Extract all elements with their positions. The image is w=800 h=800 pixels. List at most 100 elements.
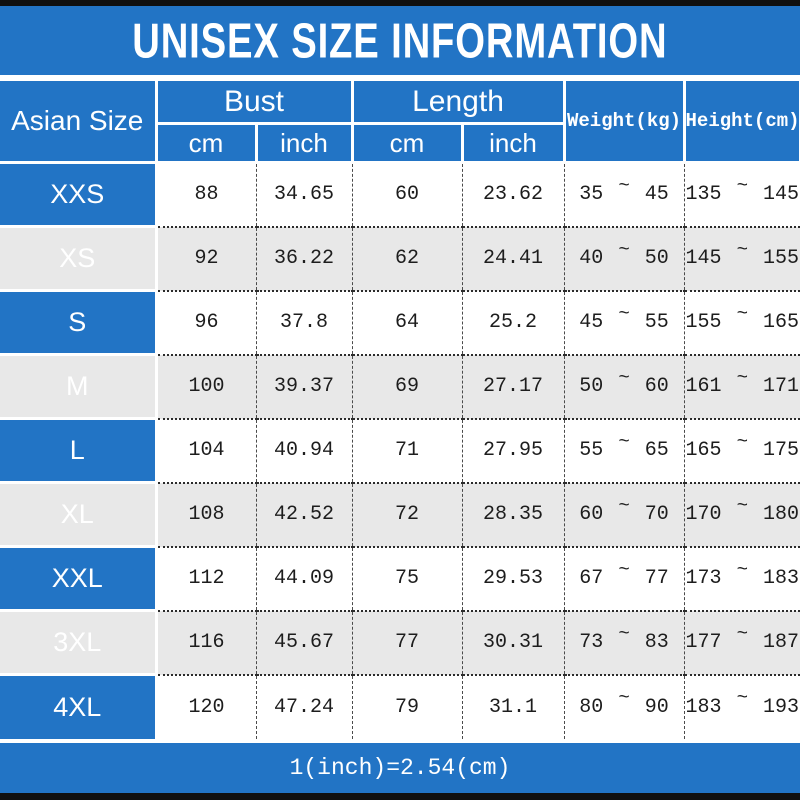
height-min: 155 <box>685 311 722 335</box>
size-label: S <box>0 289 158 355</box>
height-range: 155 ~ 165 <box>683 289 800 355</box>
weight-max: 65 <box>644 439 669 463</box>
bust-inch-value: 40.94 <box>255 417 352 483</box>
weight-range: 67 ~ 77 <box>563 545 685 611</box>
bust-inch-value: 47.24 <box>255 673 352 739</box>
weight-range: 50 ~ 60 <box>563 353 685 419</box>
range-tilde: ~ <box>736 687 748 710</box>
range-tilde: ~ <box>736 366 748 389</box>
weight-max: 45 <box>644 183 669 207</box>
table-row-s: S 96 37.8 64 25.2 45 ~ 55 155 ~ 165 <box>0 289 800 355</box>
col-header-weight: Weight(kg) <box>562 78 686 164</box>
height-range: 135 ~ 145 <box>683 162 800 227</box>
length-inch-value: 25.2 <box>461 289 565 355</box>
size-label: 4XL <box>0 673 158 739</box>
weight-max: 90 <box>644 695 669 719</box>
top-frame-bar <box>0 0 800 6</box>
weight-max: 70 <box>644 503 669 527</box>
footer-band: 1(inch)=2.54(cm) <box>0 743 800 793</box>
col-header-bust: Bust <box>154 78 354 125</box>
range-tilde: ~ <box>618 238 630 261</box>
height-range: 183 ~ 193 <box>683 673 800 739</box>
table-row-3xl: 3XL 116 45.67 77 30.31 73 ~ 83 177 ~ 187 <box>0 609 800 675</box>
range-tilde: ~ <box>736 430 748 453</box>
bust-cm-value: 112 <box>155 545 256 611</box>
length-cm-value: 72 <box>351 481 462 547</box>
weight-range: 35 ~ 45 <box>563 162 685 227</box>
weight-range: 55 ~ 65 <box>563 417 685 483</box>
col-header-length: Length <box>350 78 566 125</box>
table-row-xl: XL 108 42.52 72 28.35 60 ~ 70 170 ~ 180 <box>0 481 800 547</box>
length-inch-value: 30.31 <box>461 609 565 675</box>
height-max: 183 <box>762 567 799 591</box>
col-header-height: Height(cm) <box>682 78 800 164</box>
size-table: Asian Size Bust Length Weight(kg) Height… <box>0 78 800 739</box>
weight-max: 77 <box>644 567 669 591</box>
bust-cm-value: 96 <box>155 289 256 355</box>
range-tilde: ~ <box>618 302 630 325</box>
length-inch-value: 29.53 <box>461 545 565 611</box>
page-title: UNISEX SIZE INFORMATION <box>132 11 668 68</box>
size-label: XXL <box>0 545 158 611</box>
weight-range: 40 ~ 50 <box>563 225 685 291</box>
col-header-asian-size: Asian Size <box>0 78 158 164</box>
height-max: 145 <box>762 183 799 207</box>
header-sub-row: cm inch cm inch <box>0 122 800 164</box>
range-tilde: ~ <box>736 238 748 261</box>
size-label: M <box>0 353 158 419</box>
weight-min: 35 <box>579 183 604 207</box>
range-tilde: ~ <box>618 558 630 581</box>
height-max: 180 <box>762 503 799 527</box>
bust-cm-value: 120 <box>155 673 256 739</box>
weight-min: 40 <box>579 247 604 271</box>
size-label: L <box>0 417 158 483</box>
bust-cm-value: 108 <box>155 481 256 547</box>
length-inch-value: 31.1 <box>461 673 565 739</box>
height-min: 165 <box>685 439 722 463</box>
range-tilde: ~ <box>618 174 630 197</box>
height-min: 170 <box>685 503 722 527</box>
size-label: XXS <box>0 162 158 227</box>
bust-inch-value: 44.09 <box>255 545 352 611</box>
height-max: 175 <box>762 439 799 463</box>
range-tilde: ~ <box>618 622 630 645</box>
bust-inch-value: 39.37 <box>255 353 352 419</box>
length-cm-value: 71 <box>351 417 462 483</box>
weight-range: 80 ~ 90 <box>563 673 685 739</box>
length-cm-value: 62 <box>351 225 462 291</box>
weight-max: 55 <box>644 311 669 335</box>
height-range: 177 ~ 187 <box>683 609 800 675</box>
weight-min: 50 <box>579 375 604 399</box>
height-range: 170 ~ 180 <box>683 481 800 547</box>
col-subheader-length-cm: cm <box>350 122 464 164</box>
bust-cm-value: 92 <box>155 225 256 291</box>
length-cm-value: 64 <box>351 289 462 355</box>
weight-min: 60 <box>579 503 604 527</box>
length-inch-value: 23.62 <box>461 162 565 227</box>
bust-inch-value: 37.8 <box>255 289 352 355</box>
height-max: 171 <box>762 375 799 399</box>
col-subheader-length-inch: inch <box>460 122 566 164</box>
range-tilde: ~ <box>736 494 748 517</box>
height-range: 161 ~ 171 <box>683 353 800 419</box>
range-tilde: ~ <box>618 430 630 453</box>
table-row-l: L 104 40.94 71 27.95 55 ~ 65 165 ~ 175 <box>0 417 800 483</box>
height-range: 145 ~ 155 <box>683 225 800 291</box>
table-header: Asian Size Bust Length Weight(kg) Height… <box>0 78 800 164</box>
bust-cm-value: 100 <box>155 353 256 419</box>
bottom-frame-bar <box>0 793 800 800</box>
bust-inch-value: 36.22 <box>255 225 352 291</box>
length-inch-value: 28.35 <box>461 481 565 547</box>
range-tilde: ~ <box>736 622 748 645</box>
weight-min: 45 <box>579 311 604 335</box>
height-min: 145 <box>685 247 722 271</box>
height-max: 165 <box>762 311 799 335</box>
size-label: XS <box>0 225 158 291</box>
height-min: 161 <box>685 375 722 399</box>
height-range: 173 ~ 183 <box>683 545 800 611</box>
range-tilde: ~ <box>618 494 630 517</box>
size-label: 3XL <box>0 609 158 675</box>
title-band: UNISEX SIZE INFORMATION <box>0 6 800 78</box>
weight-min: 55 <box>579 439 604 463</box>
